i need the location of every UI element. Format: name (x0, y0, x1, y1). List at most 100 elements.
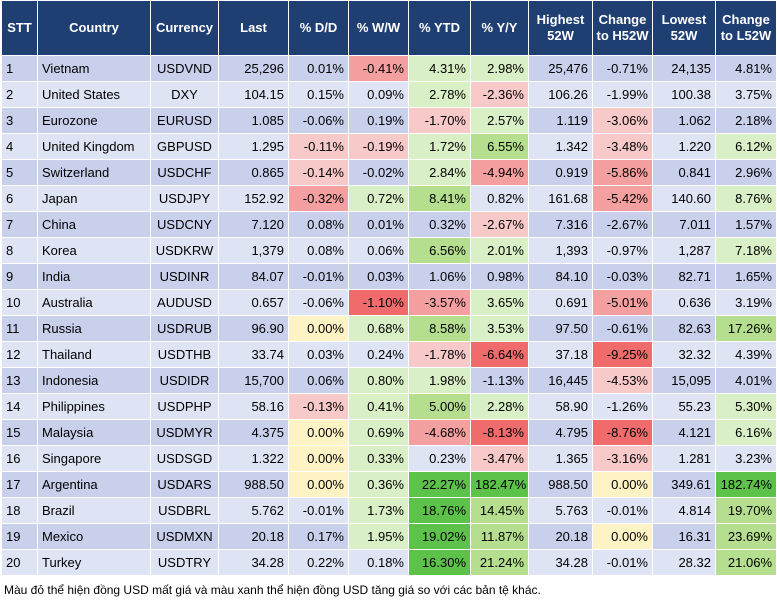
table-cell: -4.68% (408, 419, 471, 446)
column-header: Currency (150, 0, 219, 56)
table-cell: 0.80% (348, 367, 409, 394)
table-cell: Malaysia (37, 419, 151, 446)
table-cell: 1.365 (528, 445, 593, 472)
table-cell: -5.01% (592, 289, 653, 316)
table-cell: 0.06% (348, 237, 409, 264)
table-cell: 0.00% (592, 523, 653, 550)
table-cell: 1.06% (408, 263, 471, 290)
table-cell: -0.01% (592, 549, 653, 576)
table-cell: -3.48% (592, 133, 653, 160)
table-cell: 15 (1, 419, 38, 446)
footnote: Màu đỏ thể hiện đồng USD mất giá và màu … (4, 583, 541, 597)
table-cell: Brazil (37, 497, 151, 524)
column-header: % Y/Y (470, 0, 529, 56)
table-cell: 21.06% (715, 549, 777, 576)
table-cell: -3.47% (470, 445, 529, 472)
table-row: 14 Philippines USDPHP 58.16 -0.13% 0.41% 5.00%… (1, 393, 777, 420)
table-cell: 182.47% (470, 471, 529, 498)
table-cell: USDTHB (150, 341, 219, 368)
table-cell: 16.31 (652, 523, 716, 550)
table-cell: 1.95% (348, 523, 409, 550)
table-cell: GBPUSD (150, 133, 219, 160)
table-cell: 1.65% (715, 263, 777, 290)
table-cell: 20.18 (218, 523, 289, 550)
table-cell: 152.92 (218, 185, 289, 212)
table-cell: 0.691 (528, 289, 593, 316)
table-cell: 5 (1, 159, 38, 186)
table-cell: -3.16% (592, 445, 653, 472)
table-cell: 140.60 (652, 185, 716, 212)
table-cell: 19.70% (715, 497, 777, 524)
table-cell: USDARS (150, 471, 219, 498)
table-cell: 0.82% (470, 185, 529, 212)
table-cell: Japan (37, 185, 151, 212)
table-cell: 4.121 (652, 419, 716, 446)
table-cell: 0.09% (348, 81, 409, 108)
table-cell: -2.67% (592, 211, 653, 238)
table-cell: 32.32 (652, 341, 716, 368)
table-cell: USDBRL (150, 497, 219, 524)
table-cell: 6.56% (408, 237, 471, 264)
table-cell: 6.16% (715, 419, 777, 446)
table-cell: Eurozone (37, 107, 151, 134)
table-cell: 988.50 (218, 471, 289, 498)
table-cell: 25,296 (218, 55, 289, 82)
table-cell: USDCHF (150, 159, 219, 186)
table-cell: 6.12% (715, 133, 777, 160)
table-cell: 96.90 (218, 315, 289, 342)
table-cell: -0.01% (288, 263, 349, 290)
column-header: Change to H52W (592, 0, 653, 56)
table-cell: 0.98% (470, 263, 529, 290)
table-cell: 2.01% (470, 237, 529, 264)
table-cell: United Kingdom (37, 133, 151, 160)
table-cell: 2 (1, 81, 38, 108)
table-cell: -3.06% (592, 107, 653, 134)
table-row: 8 Korea USDKRW 1,379 0.08% 0.06% 6.56% 2.01% 1,3… (1, 237, 777, 264)
table-cell: 37.18 (528, 341, 593, 368)
table-cell: USDSGD (150, 445, 219, 472)
table-cell: 3.23% (715, 445, 777, 472)
table-cell: -1.26% (592, 393, 653, 420)
table-cell: 13 (1, 367, 38, 394)
table-cell: 0.69% (348, 419, 409, 446)
table-cell: 1.085 (218, 107, 289, 134)
table-cell: USDMYR (150, 419, 219, 446)
table-cell: 18 (1, 497, 38, 524)
table-row: 5 Switzerland USDCHF 0.865 -0.14% -0.02% 2.84%… (1, 159, 777, 186)
table-cell: 1,379 (218, 237, 289, 264)
table-cell: 21.24% (470, 549, 529, 576)
table-cell: 16 (1, 445, 38, 472)
table-cell: 0.00% (592, 471, 653, 498)
table-cell: 4.39% (715, 341, 777, 368)
table-cell: Singapore (37, 445, 151, 472)
table-row: 2 United States DXY 104.15 0.15% 0.09% 2.78% -2… (1, 81, 777, 108)
table-cell: -0.13% (288, 393, 349, 420)
table-cell: 0.919 (528, 159, 593, 186)
table-row: 18 Brazil USDBRL 5.762 -0.01% 1.73% 18.76% 14.4… (1, 497, 777, 524)
table-cell: 3 (1, 107, 38, 134)
table-cell: 84.07 (218, 263, 289, 290)
table-row: 4 United Kingdom GBPUSD 1.295 -0.11% -0.19% 1.… (1, 133, 777, 160)
table-cell: USDVND (150, 55, 219, 82)
table-cell: 0.41% (348, 393, 409, 420)
table-cell: 5.763 (528, 497, 593, 524)
table-cell: 4.814 (652, 497, 716, 524)
table-cell: 1.062 (652, 107, 716, 134)
table-cell: 8.58% (408, 315, 471, 342)
table-cell: Thailand (37, 341, 151, 368)
table-cell: USDCNY (150, 211, 219, 238)
table-cell: 3.53% (470, 315, 529, 342)
table-cell: DXY (150, 81, 219, 108)
table-row: 3 Eurozone EURUSD 1.085 -0.06% 0.19% -1.70% 2.5… (1, 107, 777, 134)
table-cell: 3.65% (470, 289, 529, 316)
table-cell: -0.14% (288, 159, 349, 186)
table-cell: -8.13% (470, 419, 529, 446)
table-cell: -2.36% (470, 81, 529, 108)
table-cell: 0.08% (288, 237, 349, 264)
table-cell: -9.25% (592, 341, 653, 368)
table-cell: 4.01% (715, 367, 777, 394)
table-cell: 20 (1, 549, 38, 576)
table-cell: 82.71 (652, 263, 716, 290)
table-cell: 33.74 (218, 341, 289, 368)
table-cell: 0.18% (348, 549, 409, 576)
